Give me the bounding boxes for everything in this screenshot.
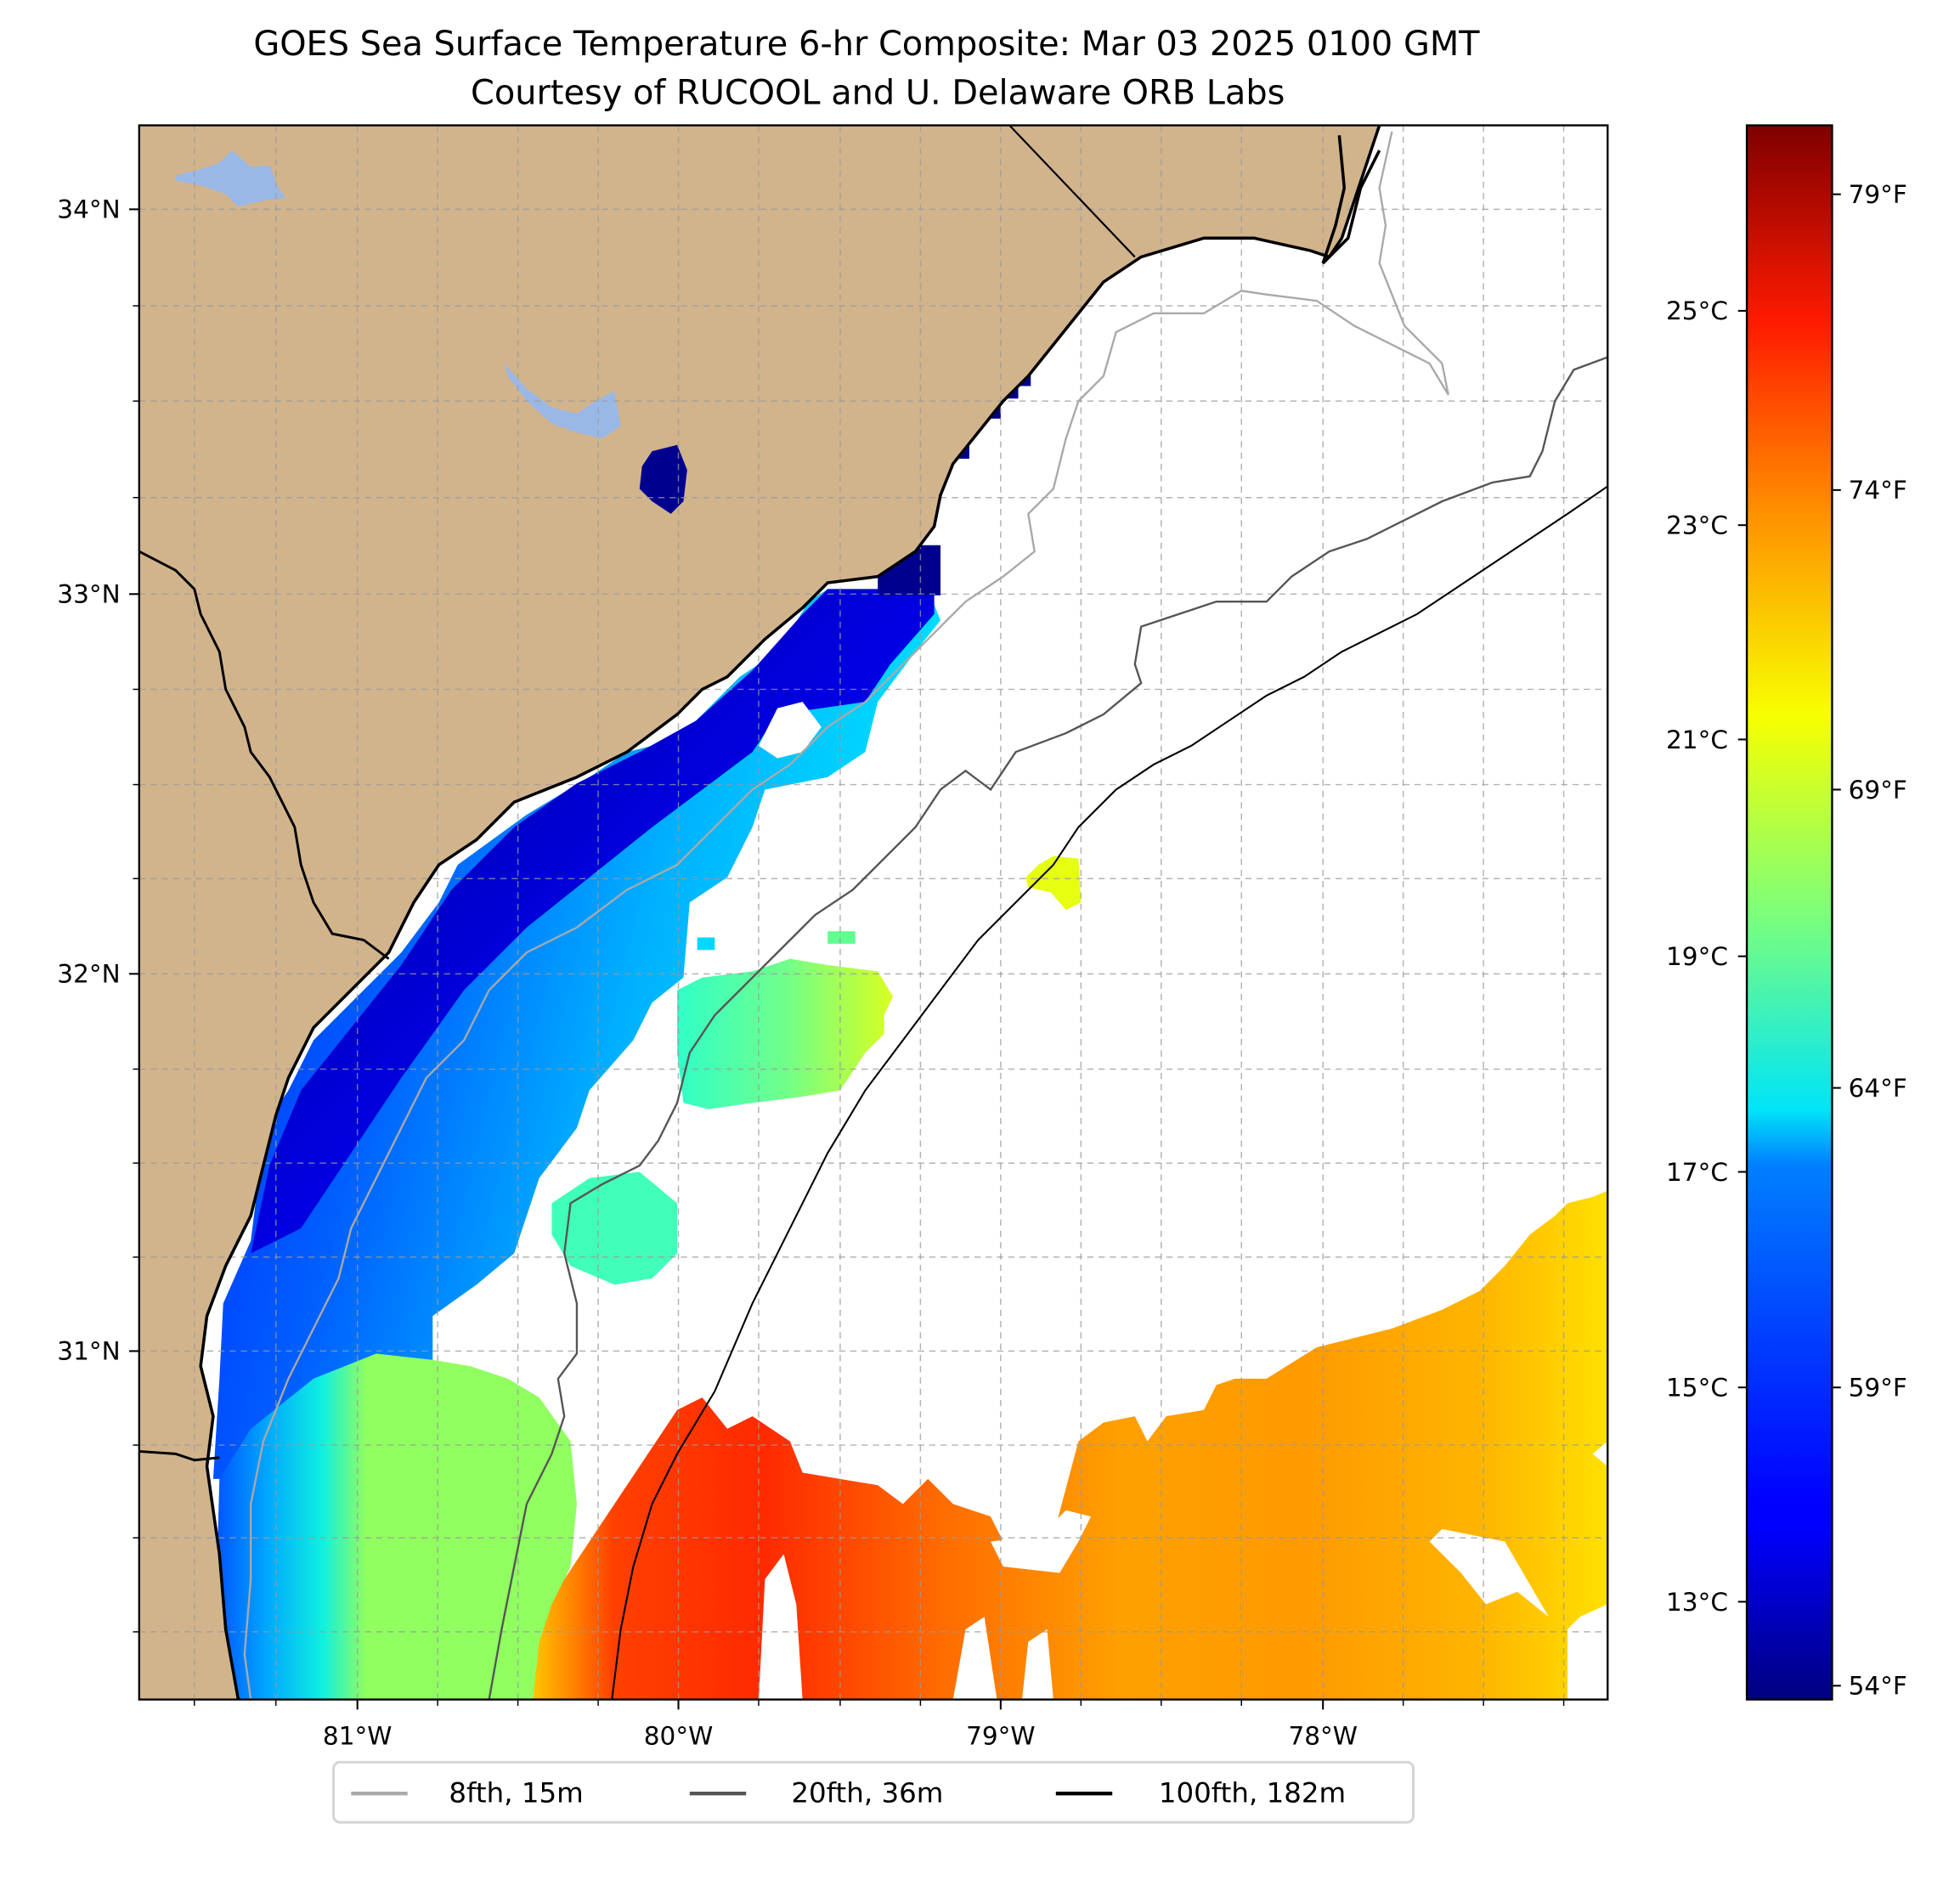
warm-gap	[991, 1510, 1092, 1573]
lake-marion	[175, 150, 286, 207]
sst-yellow-patch	[1025, 855, 1082, 911]
cbar-f-74: 74°F	[1849, 476, 1907, 505]
title-line-1: GOES Sea Surface Temperature 6-hr Compos…	[253, 25, 1480, 64]
cbar-c-15: 15°C	[1666, 1374, 1728, 1403]
graticule	[138, 125, 1608, 1700]
legend-label-20fth: 20fth, 36m	[791, 1777, 943, 1809]
sst-cold-band	[212, 589, 941, 1479]
map-frame	[138, 124, 1609, 1701]
cbar-f-54: 54°F	[1849, 1672, 1907, 1701]
cbar-f-69: 69°F	[1849, 776, 1907, 805]
coastline	[199, 125, 1381, 1700]
cbar-c-25: 25°C	[1666, 296, 1728, 325]
coastline-outer-banks	[1321, 135, 1381, 265]
lat-label-31n: 31°N	[57, 1337, 120, 1366]
lon-label-79w: 79°W	[966, 1722, 1035, 1751]
sst-warm-region	[526, 1190, 1608, 1700]
state-border	[1008, 125, 1136, 258]
cbar-f-64: 64°F	[1849, 1074, 1907, 1103]
cbar-c-17: 17°C	[1666, 1158, 1728, 1187]
sst-speck	[697, 937, 715, 951]
state-border-ga	[138, 550, 390, 960]
title-line-2: Courtesy of RUCOOL and U. Delaware ORB L…	[471, 73, 1285, 112]
legend-label-8fth: 8fth, 15m	[449, 1777, 583, 1809]
isobath-100fth	[611, 485, 1608, 1700]
sst-midshelf-patch	[677, 958, 893, 1109]
lat-label-34n: 34°N	[57, 195, 120, 224]
cbar-c-13: 13°C	[1666, 1588, 1728, 1617]
warm-gap	[1429, 1528, 1549, 1617]
map-area	[138, 125, 1608, 1700]
cbar-c-21: 21°C	[1666, 725, 1728, 754]
warm-gap	[1021, 1629, 1053, 1700]
cbar-c-23: 23°C	[1666, 511, 1728, 539]
lat-label-32n: 32°N	[57, 960, 120, 989]
cbar-c-19: 19°C	[1666, 942, 1728, 971]
land	[138, 125, 1380, 1700]
warm-gap	[952, 1617, 997, 1700]
isobath-20fth	[488, 356, 1608, 1700]
warm-gap	[758, 1554, 803, 1700]
cbar-f-79: 79°F	[1849, 180, 1907, 209]
sst-speck	[827, 931, 856, 944]
legend: 8fth, 15m 20fth, 36m 100fth, 182m	[332, 1760, 1415, 1824]
lat-label-33n: 33°N	[57, 580, 120, 609]
cbar-f-59: 59°F	[1849, 1374, 1907, 1403]
lon-label-78w: 78°W	[1288, 1722, 1357, 1751]
cold-gap	[888, 720, 906, 743]
lake-moultrie	[504, 363, 621, 439]
colorbar: 25°C 23°C 21°C 19°C 17°C 15°C 13°C 79°F …	[1666, 124, 1907, 1701]
lon-label-81w: 81°W	[323, 1722, 392, 1751]
colorbar-gradient	[1745, 124, 1833, 1701]
cold-gap	[758, 702, 822, 759]
lon-label-80w: 80°W	[644, 1722, 713, 1751]
lon-axis: 81°W 80°W 79°W 78°W	[194, 1699, 1565, 1751]
lat-axis: 34°N 33°N 32°N 31°N	[57, 195, 139, 1633]
reservoir-cold	[639, 444, 687, 514]
legend-box	[332, 1760, 1415, 1824]
isobath-8fth	[243, 131, 1449, 1700]
sst-coldest-band	[251, 586, 935, 1254]
legend-label-100fth: 100fth, 182m	[1159, 1777, 1346, 1809]
